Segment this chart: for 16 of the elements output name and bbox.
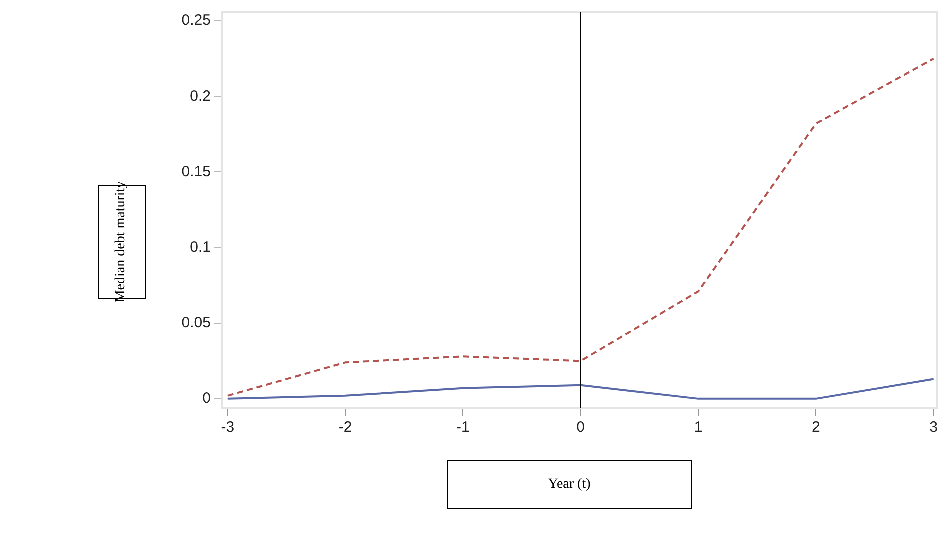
x-tick-label: 0 <box>576 419 586 436</box>
y-tick-label: 0.05 <box>182 314 211 332</box>
x-tick-label: -2 <box>338 419 352 436</box>
x-tick-label: 2 <box>812 419 820 436</box>
x-tick-label: -1 <box>456 419 470 436</box>
y-axis-title: Median debt maturity <box>114 181 130 303</box>
y-tick-label: 0 <box>202 390 211 408</box>
x-axis-title: Year (t) <box>548 476 591 492</box>
y-tick-label: 0.1 <box>190 238 211 256</box>
y-tick-label: 0.15 <box>182 163 211 180</box>
y-tick-label: 0.25 <box>182 12 211 30</box>
y-tick-label: 0.2 <box>190 88 211 105</box>
x-tick-label: 3 <box>930 419 938 436</box>
line-series <box>226 58 935 397</box>
x-tick-label: 1 <box>694 419 703 436</box>
x-tick-label: -3 <box>221 419 235 436</box>
